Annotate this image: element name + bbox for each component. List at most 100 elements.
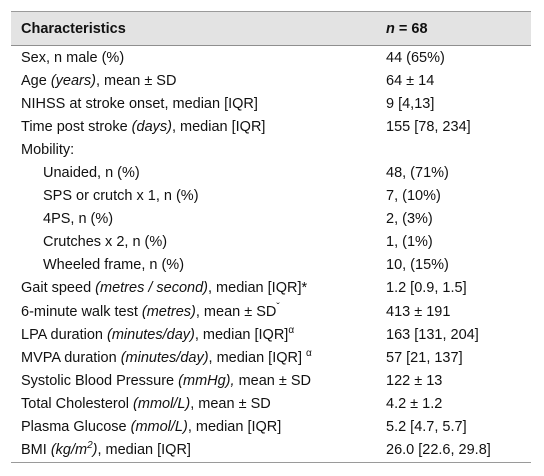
header-characteristics: Characteristics: [21, 20, 126, 37]
row-label-text: BMI: [21, 442, 51, 459]
row-value: 26.0 [22.6, 29.8]: [386, 442, 491, 459]
row-label-text: Plasma Glucose: [21, 419, 131, 436]
row-value: 163 [131, 204]: [386, 326, 479, 343]
header-sample-size: n = 68: [386, 21, 428, 37]
row-label: BMI (kg/m2), median [IQR]: [11, 440, 386, 459]
table-row: Crutches x 2, n (%) 1, (1%): [11, 231, 531, 254]
row-label-unit: (minutes/day): [120, 349, 209, 366]
table-row: Time post stroke (days), median [IQR] 155…: [11, 115, 531, 138]
row-label: SPS or crutch x 1, n (%): [11, 188, 386, 204]
table-row: BMI (kg/m2), median [IQR] 26.0 [22.6, 29.…: [11, 439, 531, 462]
table-row: Gait speed (metres / second), median [IQ…: [11, 277, 531, 300]
row-value: 1, (1%): [386, 234, 433, 251]
row-value: 44 (65%): [386, 49, 445, 66]
row-label-text: NIHSS at stroke onset, median [IQR]: [21, 95, 258, 112]
row-label-suffix: , median [IQR]*: [208, 280, 308, 297]
row-label-suffix: , median [IQR]: [187, 419, 282, 436]
row-label: MVPA duration (minutes/day), median [IQR…: [11, 347, 386, 366]
row-label-unit: (metres / second): [95, 280, 208, 297]
row-label-unit: (mmHg),: [178, 372, 235, 389]
row-label: Systolic Blood Pressure (mmHg), mean ± S…: [11, 373, 386, 389]
table-body: Sex, n male (%) 44 (65%) Age (years), mean…: [11, 46, 531, 463]
row-label-text: Age: [21, 72, 51, 89]
row-label-text: Unaided, n (%): [43, 165, 140, 182]
row-label: Total Cholesterol (mmol/L), mean ± SD: [11, 396, 386, 412]
row-label-text: SPS or crutch x 1, n (%): [43, 188, 199, 205]
row-label: Mobility:: [11, 142, 386, 158]
row-label-text: 6-minute walk test: [21, 303, 142, 320]
row-label-text: Wheeled frame, n (%): [43, 257, 185, 274]
row-label-text: 4PS, n (%): [43, 211, 114, 228]
row-label: Unaided, n (%): [11, 165, 386, 181]
row-label: Crutches x 2, n (%): [11, 234, 386, 250]
characteristics-table: Characteristics n = 68 Sex, n male (%) 44…: [11, 11, 531, 463]
table-row: Wheeled frame, n (%) 10, (15%): [11, 254, 531, 277]
row-label: 6-minute walk test (metres), mean ± SDˇ: [11, 301, 386, 320]
row-value: 5.2 [4.7, 5.7]: [386, 419, 467, 436]
row-label: LPA duration (minutes/day), median [IQR]…: [11, 324, 386, 343]
row-value: 9 [4,13]: [386, 95, 435, 112]
row-value: 57 [21, 137]: [386, 349, 463, 366]
unit-superscript: 2: [87, 440, 93, 452]
row-value: 10, (15%): [386, 257, 449, 274]
table-row: SPS or crutch x 1, n (%) 7, (10%): [11, 185, 531, 208]
row-label-text: Systolic Blood Pressure: [21, 372, 179, 389]
row-label-suffix: , mean ± SD: [195, 303, 277, 320]
row-label-suffix: mean ± SD: [234, 372, 312, 389]
row-value: 64 ± 14: [386, 72, 435, 89]
table-row: Systolic Blood Pressure (mmHg), mean ± S…: [11, 369, 531, 392]
unit-superscript-wrap: 2: [87, 440, 93, 458]
row-label: NIHSS at stroke onset, median [IQR]: [11, 96, 386, 112]
table-row: 4PS, n (%) 2, (3%): [11, 208, 531, 231]
row-label-text: Crutches x 2, n (%): [43, 234, 168, 251]
row-value: 4.2 ± 1.2: [386, 395, 443, 412]
row-label-text: Gait speed: [21, 280, 96, 297]
row-label-unit: (kg/m: [50, 442, 88, 459]
row-label-suffix: , median [IQR]: [208, 349, 307, 366]
table-row: MVPA duration (minutes/day), median [IQR…: [11, 346, 531, 369]
row-label-suffix: , mean ± SD: [95, 72, 177, 89]
row-label-unit: (mmol/L): [130, 419, 188, 436]
table-row: Total Cholesterol (mmol/L), mean ± SD 4.2…: [11, 392, 531, 415]
row-label-text: Sex, n male (%): [21, 49, 125, 66]
row-label: Time post stroke (days), median [IQR]: [11, 119, 386, 135]
row-label: Age (years), mean ± SD: [11, 73, 386, 89]
row-label-unit: (mmol/L): [133, 395, 191, 412]
row-label-suffix: , mean ± SD: [190, 395, 271, 412]
table-row: Unaided, n (%) 48, (71%): [11, 161, 531, 184]
row-value: 48, (71%): [386, 165, 449, 182]
table-header: Characteristics n = 68: [11, 11, 531, 46]
header-n-value: = 68: [394, 20, 428, 37]
row-label-unit: (years): [50, 72, 96, 89]
row-label-text: Total Cholesterol: [21, 395, 134, 412]
row-label: Plasma Glucose (mmol/L), median [IQR]: [11, 419, 386, 435]
row-value: 1.2 [0.9, 1.5]: [386, 280, 467, 297]
table-row: Sex, n male (%) 44 (65%): [11, 46, 531, 69]
row-label-text: Mobility:: [21, 141, 75, 158]
footnote-mark: ˇ: [276, 301, 280, 313]
table-row: Age (years), mean ± SD 64 ± 14: [11, 69, 531, 92]
row-label-unit: (days): [131, 118, 172, 135]
table-row: Mobility:: [11, 138, 531, 161]
table-row: 6-minute walk test (metres), mean ± SDˇ 4…: [11, 300, 531, 323]
row-label: Gait speed (metres / second), median [IQ…: [11, 280, 386, 296]
row-label-suffix: , median [IQR]: [171, 118, 266, 135]
footnote-mark: α: [288, 324, 295, 336]
row-value: 122 ± 13: [386, 372, 443, 389]
row-value: 7, (10%): [386, 188, 441, 205]
header-n: n: [386, 20, 395, 37]
table-row: NIHSS at stroke onset, median [IQR] 9 [4,…: [11, 92, 531, 115]
row-label-text: MVPA duration: [21, 349, 121, 366]
row-value: 155 [78, 234]: [386, 118, 471, 135]
row-label: Sex, n male (%): [11, 50, 386, 66]
row-value: 2, (3%): [386, 211, 433, 228]
row-label-text: LPA duration: [21, 326, 107, 343]
footnote-mark: α: [306, 347, 312, 359]
row-label-text: Time post stroke: [21, 118, 132, 135]
table-row: LPA duration (minutes/day), median [IQR]…: [11, 323, 531, 346]
row-label: Wheeled frame, n (%): [11, 257, 386, 273]
row-label-suffix: , median [IQR]: [194, 326, 289, 343]
row-label: 4PS, n (%): [11, 211, 386, 227]
row-label-unit: (metres): [141, 303, 196, 320]
row-value: 413 ± 191: [386, 303, 451, 320]
